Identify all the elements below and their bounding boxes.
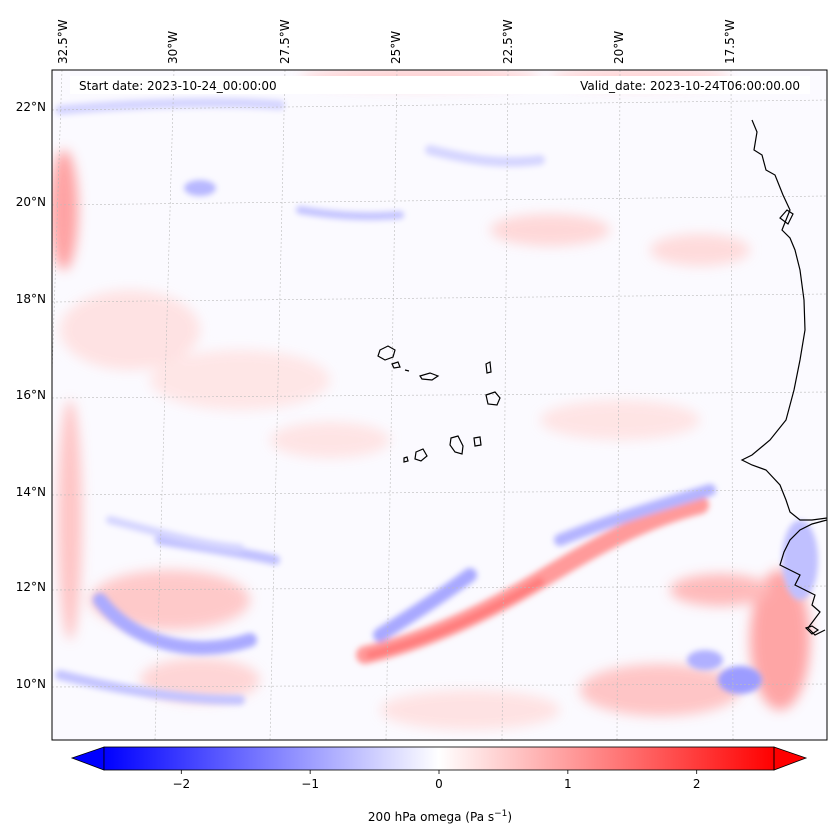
coastline bbox=[377, 119, 827, 636]
colorbar-extend-high bbox=[773, 746, 808, 771]
colorbar-label: 200 hPa omega (Pa s−1) bbox=[368, 809, 512, 824]
lat-label: 18°N bbox=[16, 292, 46, 306]
lon-labels: 32.5°W 30°W 27.5°W 25°W 22.5°W 20°W 17.5… bbox=[56, 19, 737, 64]
valid-date-label: Valid_date: 2023-10-24T06:00:00.00 bbox=[580, 79, 800, 93]
header-bar bbox=[70, 76, 810, 94]
lon-label: 30°W bbox=[166, 31, 180, 64]
lat-label: 20°N bbox=[16, 195, 46, 209]
lon-label: 27.5°W bbox=[278, 19, 292, 64]
colorbar-tick-label: −1 bbox=[301, 777, 319, 791]
colorbar-tick-label: 0 bbox=[435, 777, 443, 791]
colorbar-tick-label: 2 bbox=[693, 777, 701, 791]
start-date-label: Start date: 2023-10-24_00:00:00 bbox=[79, 79, 277, 93]
lon-label: 25°W bbox=[389, 31, 403, 64]
gridlines bbox=[52, 70, 827, 740]
lat-label: 22°N bbox=[16, 100, 46, 114]
colorbar-tick-label: −2 bbox=[172, 777, 190, 791]
lon-label: 32.5°W bbox=[56, 19, 70, 64]
map-panel: Start date: 2023-10-24_00:00:00 Valid_da… bbox=[51, 69, 828, 741]
colorbar-gradient bbox=[104, 747, 774, 770]
lat-labels: 22°N 20°N 18°N 16°N 14°N 12°N 10°N bbox=[16, 100, 46, 691]
lat-label: 12°N bbox=[16, 580, 46, 594]
colorbar: −2 −1 0 1 2 200 hPa omega (Pa s−1) bbox=[70, 746, 808, 824]
colorbar-tick-label: 1 bbox=[564, 777, 572, 791]
colorbar-extend-low bbox=[70, 746, 105, 771]
lat-label: 10°N bbox=[16, 677, 46, 691]
lon-label: 22.5°W bbox=[501, 19, 515, 64]
lat-label: 14°N bbox=[16, 485, 46, 499]
omega-field bbox=[52, 70, 827, 740]
lat-label: 16°N bbox=[16, 388, 46, 402]
lon-label: 17.5°W bbox=[723, 19, 737, 64]
colorbar-ticks: −2 −1 0 1 2 bbox=[172, 770, 701, 791]
map-frame bbox=[51, 69, 828, 741]
lon-label: 20°W bbox=[612, 31, 626, 64]
